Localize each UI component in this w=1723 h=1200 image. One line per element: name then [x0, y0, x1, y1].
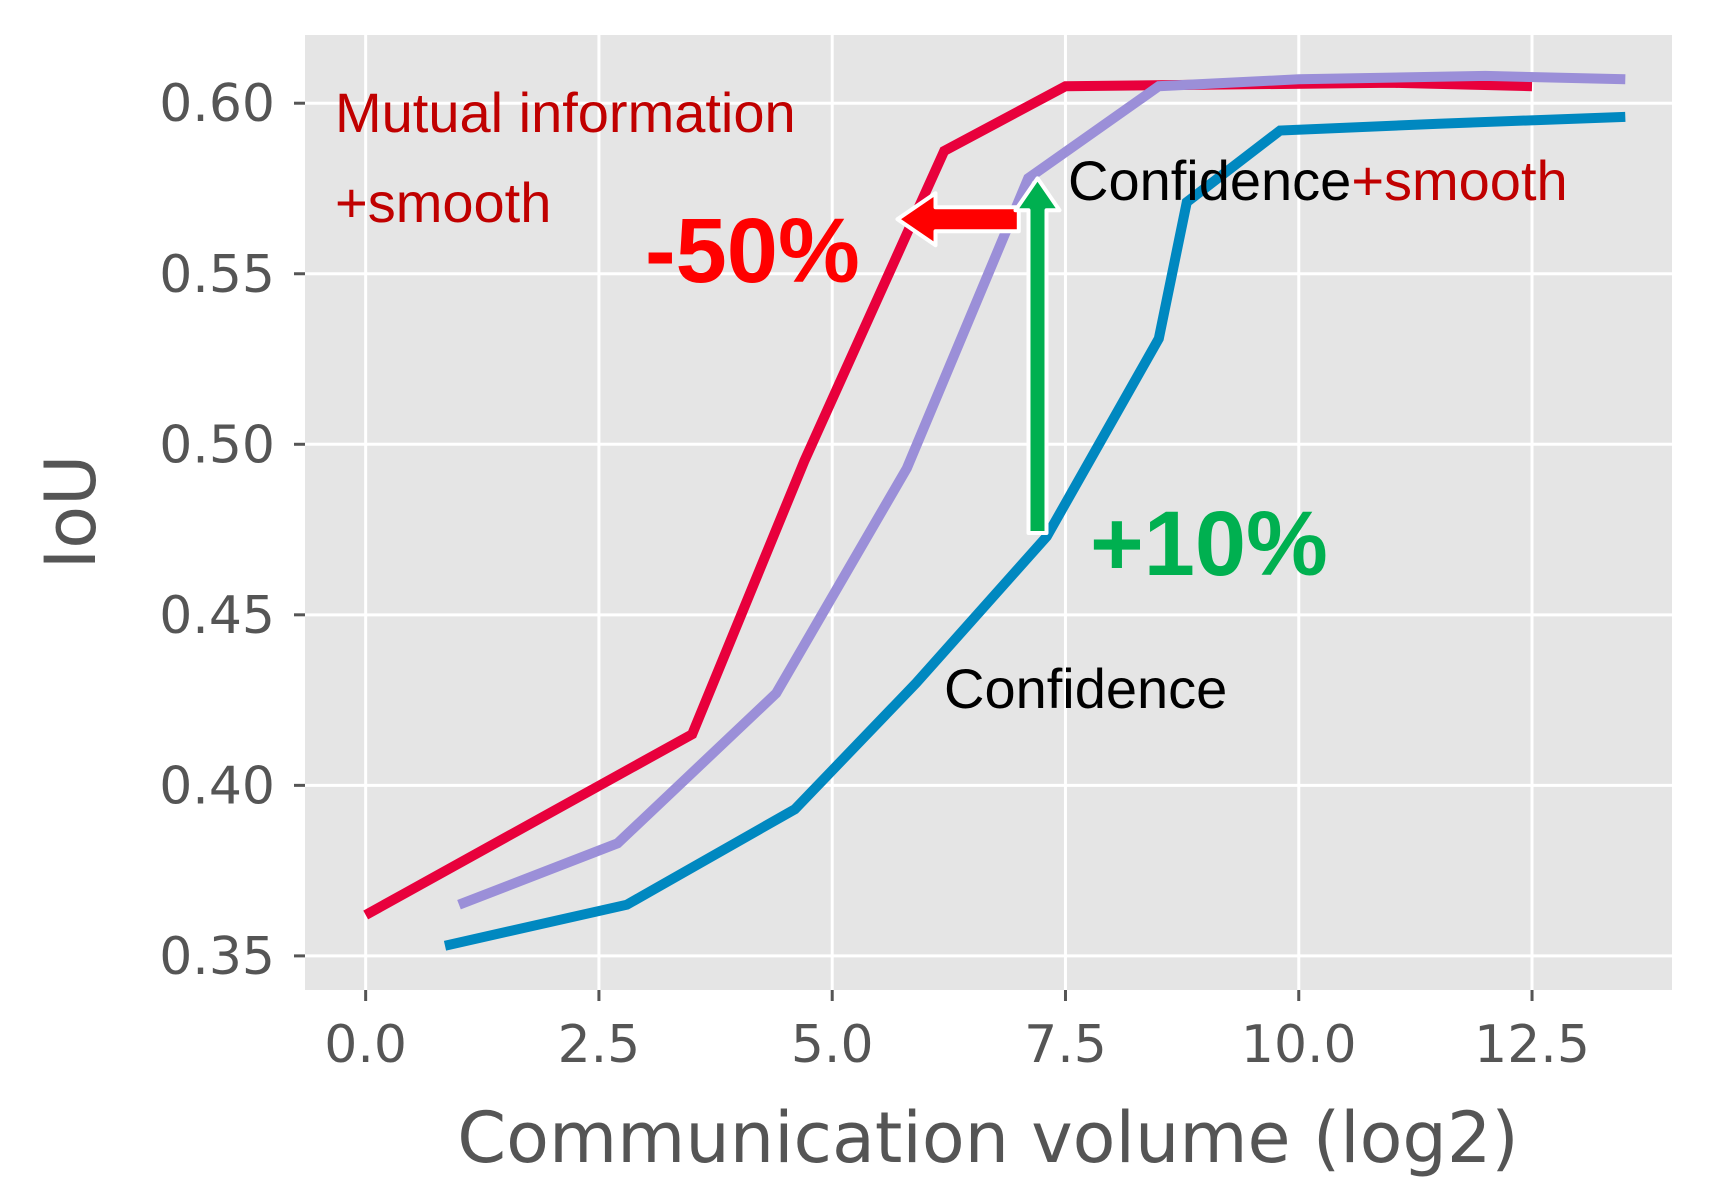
series-line-confidence-smooth: [457, 70, 1626, 910]
confidence-smooth-label-red: +smooth: [1351, 149, 1567, 212]
x-tick-label: 0.0: [324, 1015, 407, 1075]
x-tick-label: 10.0: [1241, 1015, 1357, 1075]
y-tick-label: 0.45: [159, 586, 275, 646]
y-axis-title: IoU: [30, 455, 112, 570]
confidence-smooth-label-black: Confidence: [1068, 149, 1351, 212]
confidence-smooth-label: Confidence+smooth: [1068, 149, 1568, 212]
x-axis-title: Communication volume (log2): [457, 1097, 1518, 1179]
reduction-percent-label: -50%: [645, 200, 860, 302]
gain-arrow-shape: [1013, 176, 1062, 535]
mi-smooth-label-line2: +smooth: [335, 171, 551, 234]
series-line-mutual-information-smooth: [363, 77, 1533, 920]
reduction-arrow-shape: [895, 191, 1021, 248]
y-tick-label: 0.50: [159, 415, 275, 475]
series-lines: [363, 70, 1626, 951]
x-tick-label: 7.5: [1024, 1015, 1107, 1075]
gain-percent-label: +10%: [1090, 493, 1328, 595]
y-tick-label: 0.55: [159, 245, 275, 305]
x-tick-label: 12.5: [1474, 1015, 1590, 1075]
x-tick-label: 2.5: [558, 1015, 641, 1075]
reduction-arrow: [895, 191, 1021, 248]
plot-background: [305, 35, 1672, 990]
axis-ticks: 0.0 2.5 5.0 7.5 10.0 12.5 0.35 0.40 0.45 0.50 0.55…: [159, 74, 1590, 1075]
y-tick-label: 0.35: [159, 927, 275, 987]
x-tick-label: 5.0: [791, 1015, 874, 1075]
y-tick-label: 0.40: [159, 756, 275, 816]
confidence-label: Confidence: [944, 657, 1227, 720]
gain-arrow: [1013, 176, 1062, 535]
y-tick-label: 0.60: [159, 74, 275, 134]
series-line-confidence: [443, 111, 1626, 951]
mi-smooth-label-line1: Mutual information: [335, 81, 796, 144]
